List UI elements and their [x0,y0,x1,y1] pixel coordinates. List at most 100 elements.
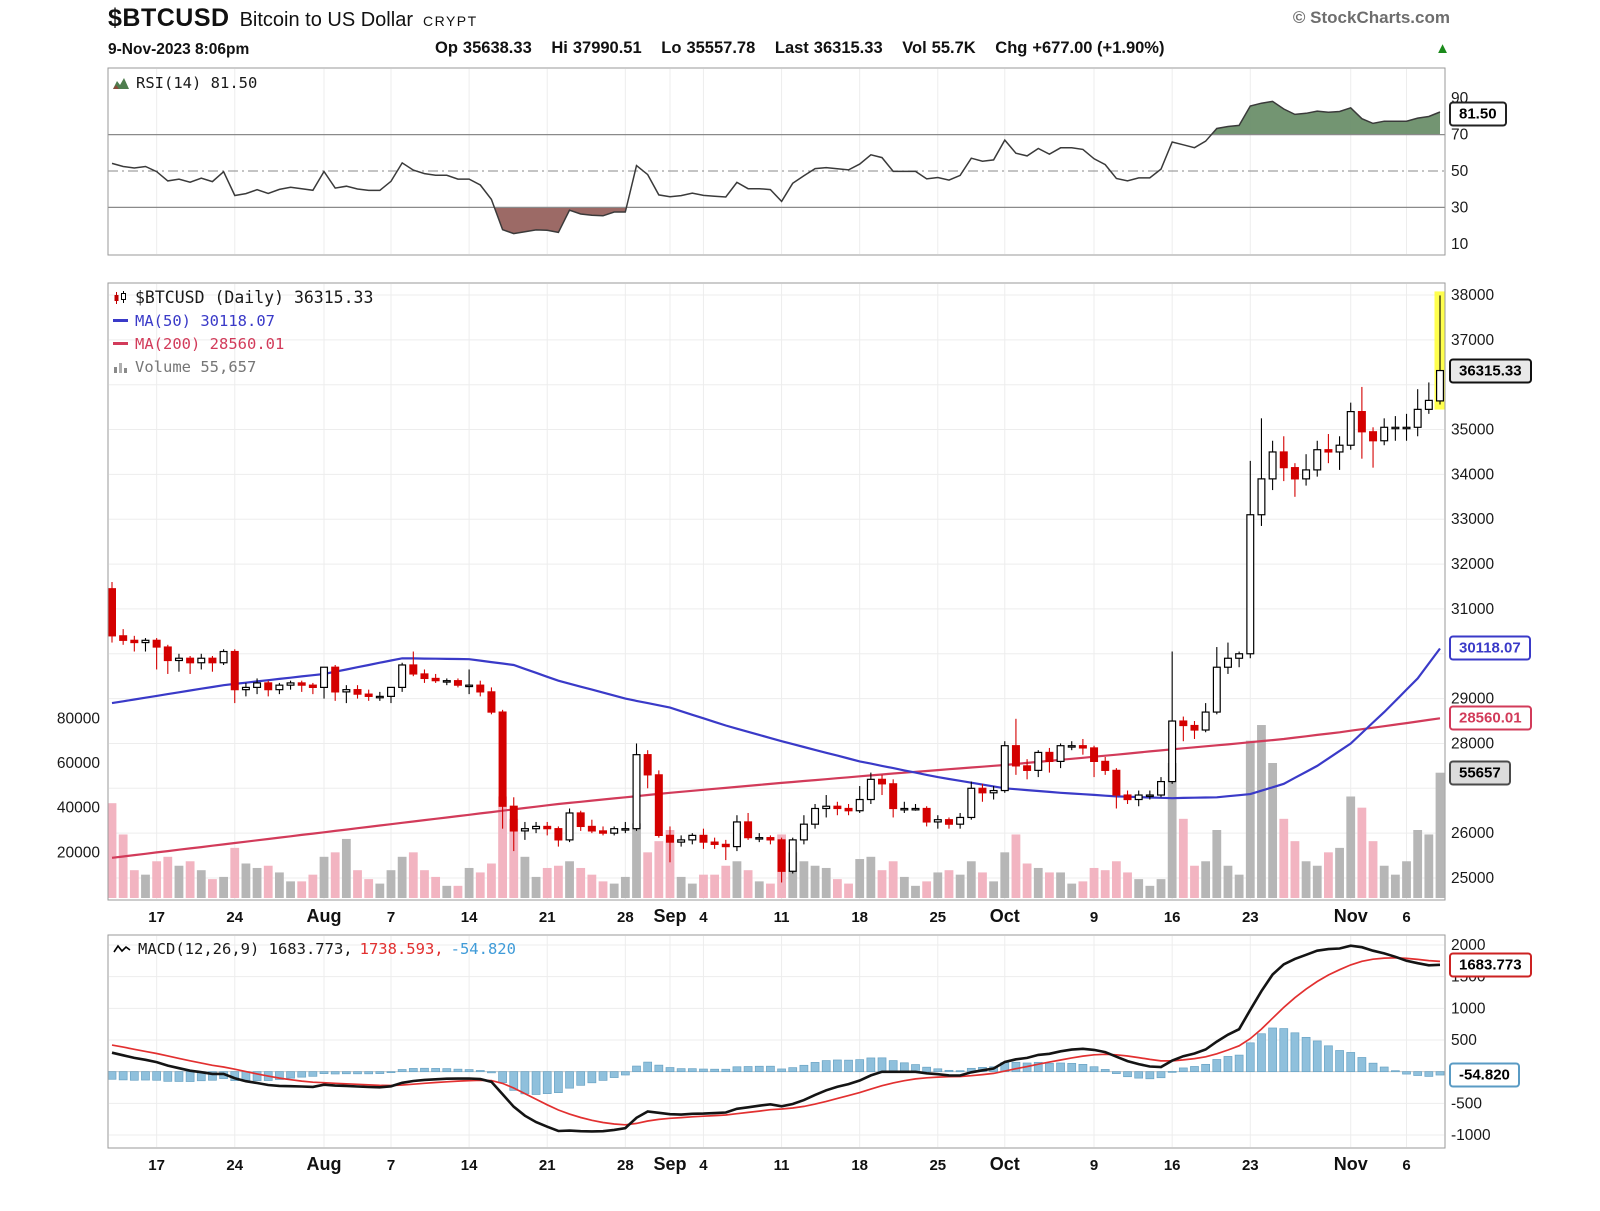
svg-text:32000: 32000 [1451,556,1494,573]
ma200-line [111,717,1441,859]
macd-hist-bar [408,1068,418,1073]
candle-body [219,650,228,664]
candle-body [855,798,864,812]
volume-bar [1223,865,1233,898]
macd-hist-bar [1123,1071,1132,1078]
candle-body [1145,794,1154,798]
macd-hist-bar [1011,1061,1021,1073]
volume-bar [1201,861,1211,898]
macd-hist-bar [699,1068,708,1073]
ma200-value-tag: 28560.01 [1449,705,1532,731]
macd-hist-bar [877,1057,887,1073]
macd-hist-bar [721,1068,731,1073]
rsi-overbought-fill [1211,101,1440,135]
candle-body [1402,426,1411,430]
volume-bar [587,874,597,898]
volume-bar [1089,867,1099,898]
candle-body [1235,653,1244,659]
macd-hist-bar [922,1066,932,1073]
macd-hist-bar [375,1071,385,1074]
macd-hist-bar [1201,1063,1210,1073]
macd-hist-bar [1257,1033,1266,1073]
macd-hist-bar [687,1068,697,1073]
candle-body [1123,794,1132,801]
candle-body [230,650,239,691]
candle-body [554,828,563,841]
macd-hist-bar [1268,1027,1277,1073]
volume-bar [1346,796,1356,898]
quote-chg-label: Chg [995,39,1028,57]
volume-bar [1357,807,1367,898]
macd-hist-bar [330,1071,340,1075]
macd-hist-bar [152,1071,161,1081]
macd-hist-bar [319,1071,329,1074]
macd-hist-bar [1089,1066,1099,1073]
volume-bar [1190,865,1199,898]
volume-bar [1234,874,1244,898]
candle-body [822,805,831,810]
candle-body [866,778,875,801]
candle-body [1212,666,1221,713]
volume-bar [632,823,641,898]
macd-hist-bar [1290,1032,1300,1073]
volume-bar [108,803,117,898]
svg-text:25000: 25000 [1451,870,1494,887]
quote-vol-label: Vol [902,39,927,57]
macd-hist-bar [888,1060,898,1073]
svg-text:14: 14 [461,1157,478,1174]
volume-bar [230,847,240,898]
candle-body [375,695,384,699]
change-up-icon: ▲ [1435,40,1450,57]
volume-bar [844,883,853,898]
macd-hist-bar [420,1067,429,1073]
volume-bar [498,796,507,898]
price-legend: $BTCUSD (Daily) 36315.33 MA(50) 30118.07… [113,286,373,378]
svg-text:17: 17 [148,909,165,926]
macd-hist-bar [520,1071,530,1095]
candle-body [487,691,496,713]
macd-hist-bar [1190,1066,1199,1073]
candle-body [643,754,652,776]
volume-bar [922,881,932,898]
macd-hist-bar [208,1071,217,1081]
macd-hist-bar [1279,1028,1289,1073]
candle-body [889,783,898,810]
volume-bar [274,872,284,898]
macd-hist-bar [676,1068,686,1073]
candle-body [1078,745,1087,749]
candle-body [699,834,708,843]
candle-body [1157,780,1166,796]
candle-body [1023,765,1032,771]
volume-bar [308,874,318,898]
macd-hist-bar [576,1071,586,1086]
macd-hist-bar [766,1065,775,1073]
candle-body [1302,469,1311,480]
chart-datetime: 9-Nov-2023 8:06pm [108,41,250,58]
svg-text:40000: 40000 [57,800,100,817]
candle-body [811,807,820,825]
volume-bar [319,856,329,898]
svg-text:7: 7 [387,1157,395,1174]
macd-line [111,944,1441,1133]
macd-hist-bar [1212,1059,1222,1073]
macd-hist-bar [899,1062,909,1073]
volume-bar [799,861,809,898]
candle-body [1335,444,1344,453]
svg-text:23: 23 [1242,1157,1259,1174]
macd-hist-bar [163,1071,173,1082]
candle-body [453,680,462,686]
volume-bar [1368,841,1378,898]
quote-low-value: 35557.78 [686,39,756,57]
macd-series [108,944,1445,1133]
candle-body [621,828,630,831]
macd-hist-value-tag: -54.820 [1449,1062,1520,1088]
macd-hist-bar [944,1069,954,1073]
macd-hist-bar [297,1071,307,1078]
volume-bar [152,861,162,898]
candle-body [152,639,161,648]
svg-text:31000: 31000 [1451,601,1494,618]
header: $BTCUSD Bitcoin to US Dollar CRYPT © Stock… [108,4,1450,66]
candle-body [978,787,987,794]
volume-bar [129,870,139,898]
volume-bar [1257,725,1266,898]
